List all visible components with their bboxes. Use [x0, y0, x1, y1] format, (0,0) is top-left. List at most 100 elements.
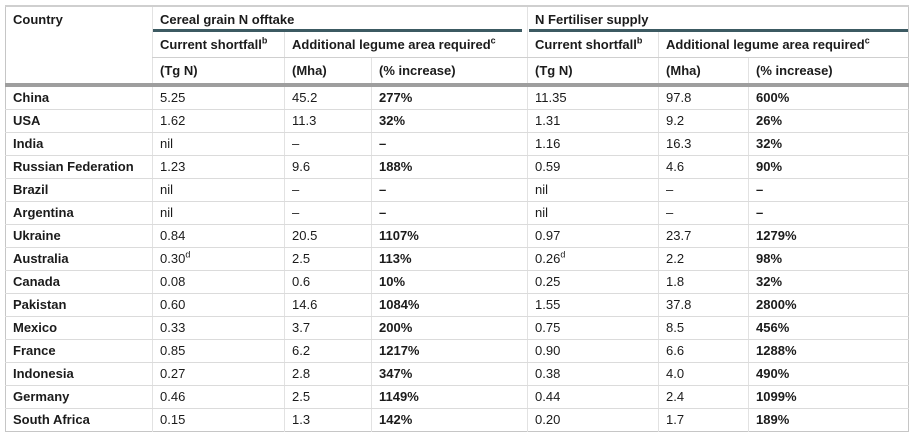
table-row: France 0.85 6.2 1217% 0.90 6.6 1288% — [5, 339, 909, 363]
cell-country: Pakistan — [5, 293, 153, 317]
cell-fertiliser-pct: 32% — [748, 270, 909, 294]
cell-cereal-mha: – — [284, 132, 372, 156]
unit-header-cereal-tgn: (Tg N) — [152, 57, 285, 87]
cell-fertiliser-pct: 1288% — [748, 339, 909, 363]
footnote-mark-c: c — [864, 35, 870, 46]
cell-cereal-pct: 1107% — [370, 224, 528, 248]
cell-fertiliser-pct: – — [748, 178, 909, 202]
cell-country: Australia — [5, 247, 153, 271]
cell-cereal-mha: 20.5 — [284, 224, 372, 248]
cell-cereal-pct: – — [370, 132, 528, 156]
table-body: China 5.25 45.2 277% 11.35 97.8 600% USA 1.62 11.… — [5, 85, 909, 432]
cell-cereal-mha: 9.6 — [284, 155, 372, 179]
header-unit-row: (Tg N) (Mha) (% increase) (Tg N) (Mha) (… — [6, 57, 909, 87]
header-label: Additional legume area required — [292, 37, 491, 52]
cell-country: India — [5, 132, 153, 156]
cell-cereal-tgn: 0.46 — [152, 385, 285, 409]
table-row: USA 1.62 11.3 32% 1.31 9.2 26% — [5, 109, 909, 133]
cell-fertiliser-tgn: 1.55 — [527, 293, 659, 317]
cell-country: Indonesia — [5, 362, 153, 386]
cell-cereal-tgn: 0.60 — [152, 293, 285, 317]
cell-fertiliser-tgn: 0.97 — [527, 224, 659, 248]
cell-cereal-tgn: 5.25 — [152, 85, 285, 110]
cell-fertiliser-mha: 1.7 — [658, 408, 749, 432]
cell-country: South Africa — [13, 412, 90, 427]
cell-fertiliser-tgn: 0.90 — [527, 339, 659, 363]
cell-cereal-tgn: 0.08 — [152, 270, 285, 294]
cell-cereal-pct: 1149% — [370, 385, 528, 409]
table-row: India nil – –1.16 16.3 32% — [5, 132, 909, 156]
cell-fertiliser-tgn: 0.44 — [527, 385, 659, 409]
cell-cereal-tgn: 0.15 — [152, 408, 285, 432]
cell-cereal-tgn: 1.62 — [152, 109, 285, 133]
footnote-mark-d: d — [185, 249, 191, 260]
cell-fertiliser-tgn: 1.31 — [527, 109, 659, 133]
cell-cereal-mha: 6.2 — [284, 339, 372, 363]
cell-cereal-pct: 1084% — [370, 293, 528, 317]
cell-cereal-mha: 2.8 — [284, 362, 372, 386]
cell-fertiliser-mha: 9.2 — [658, 109, 749, 133]
column-header-fertiliser-shortfall: Current shortfallb — [527, 32, 659, 58]
table-row: Australia 0.30d 2.5 113% 0.26d 2.2 98% — [5, 247, 909, 271]
table-row: Germany 0.46 2.5 1149% 0.44 2.4 1099% — [5, 385, 909, 409]
cell-country: Brazil — [5, 178, 153, 202]
cell-fertiliser-mha: 2.4 — [658, 385, 749, 409]
cell-cereal-pct: 200% — [370, 316, 528, 340]
cell-cereal-pct: – — [370, 178, 528, 202]
cell-cereal-mha: 2.5 — [284, 247, 372, 271]
cell-country: Mexico — [5, 316, 153, 340]
cell-fertiliser-tgn: 0.26d — [527, 247, 659, 271]
cell-cereal-pct: 1217% — [370, 339, 528, 363]
cell-fertiliser-mha: 97.8 — [658, 85, 749, 110]
cell-cereal-pct: 32% — [370, 109, 528, 133]
header-label: Current shortfall — [535, 37, 637, 52]
cell-cereal-mha: 14.6 — [284, 293, 372, 317]
cell-cereal-tgn: nil — [152, 132, 285, 156]
cell-cereal-mha: 0.6 — [284, 270, 372, 294]
cell-fertiliser-mha: 8.5 — [658, 316, 749, 340]
cell-fertiliser-pct: 600% — [748, 85, 909, 110]
cell-cereal-mha: 3.7 — [284, 316, 372, 340]
cell-country: Ukraine — [5, 224, 153, 248]
cell-country: France — [5, 339, 153, 363]
cell-fertiliser-tgn: nil — [527, 178, 659, 202]
cell-fertiliser-tgn: 0.20 — [527, 408, 659, 432]
footnote-mark-b: b — [636, 35, 643, 46]
cell-fertiliser-pct: 189% — [748, 408, 909, 432]
cell-fertiliser-tgn: 1.16 — [527, 132, 659, 156]
cell-fertiliser-mha: 23.7 — [658, 224, 749, 248]
cell-cereal-pct: – — [370, 201, 528, 225]
cell-fertiliser-mha: 6.6 — [658, 339, 749, 363]
legume-area-table: Country Cereal grain N offtake N Fertili… — [5, 5, 910, 432]
unit-header-fertiliser-tgn: (Tg N) — [527, 57, 659, 87]
table-row: Pakistan 0.60 14.6 1084% 1.55 37.8 2800% — [5, 293, 909, 317]
cell-country: USA — [5, 109, 153, 133]
cell-cereal-mha: 45.2 — [284, 85, 372, 110]
table-row: Mexico 0.33 3.7 200% 0.75 8.5 456% — [5, 316, 909, 340]
column-header-cereal-shortfall: Current shortfallb — [152, 32, 285, 58]
column-group-fertiliser-supply: N Fertiliser supply — [527, 6, 909, 32]
cell-country: Argentina — [5, 201, 153, 225]
cell-fertiliser-pct: 1099% — [748, 385, 909, 409]
cell-fertiliser-tgn: 11.35 — [527, 85, 659, 110]
table-row: Ukraine 0.84 20.5 1107% 0.97 23.7 1279% — [5, 224, 909, 248]
cell-fertiliser-mha: 37.8 — [658, 293, 749, 317]
cell-cereal-tgn: 0.84 — [152, 224, 285, 248]
cell-fertiliser-pct: 98% — [748, 247, 909, 271]
legume-area-table-container: Country Cereal grain N offtake N Fertili… — [5, 5, 910, 432]
footnote-mark-d: d — [560, 249, 566, 260]
cell-fertiliser-pct: 456% — [748, 316, 909, 340]
column-header-fertiliser-legume-area: Additional legume area requiredc — [658, 32, 909, 58]
column-header-cereal-legume-area: Additional legume area requiredc — [283, 32, 528, 58]
table-row: South Africa 0.15 1.3 142% 0.20 1.7 189% — [6, 408, 909, 432]
cell-fertiliser-tgn: 0.25 — [527, 270, 659, 294]
cell-cereal-tgn: 0.85 — [152, 339, 285, 363]
table-header: Country Cereal grain N offtake N Fertili… — [5, 6, 909, 87]
cell-fertiliser-tgn: 0.75 — [527, 316, 659, 340]
header-label: Current shortfall — [160, 37, 262, 52]
cell-fertiliser-mha: 4.0 — [658, 362, 749, 386]
cell-cereal-pct: 277% — [370, 85, 528, 110]
cell-cereal-tgn: nil — [152, 178, 285, 202]
cell-country: China — [5, 85, 153, 110]
